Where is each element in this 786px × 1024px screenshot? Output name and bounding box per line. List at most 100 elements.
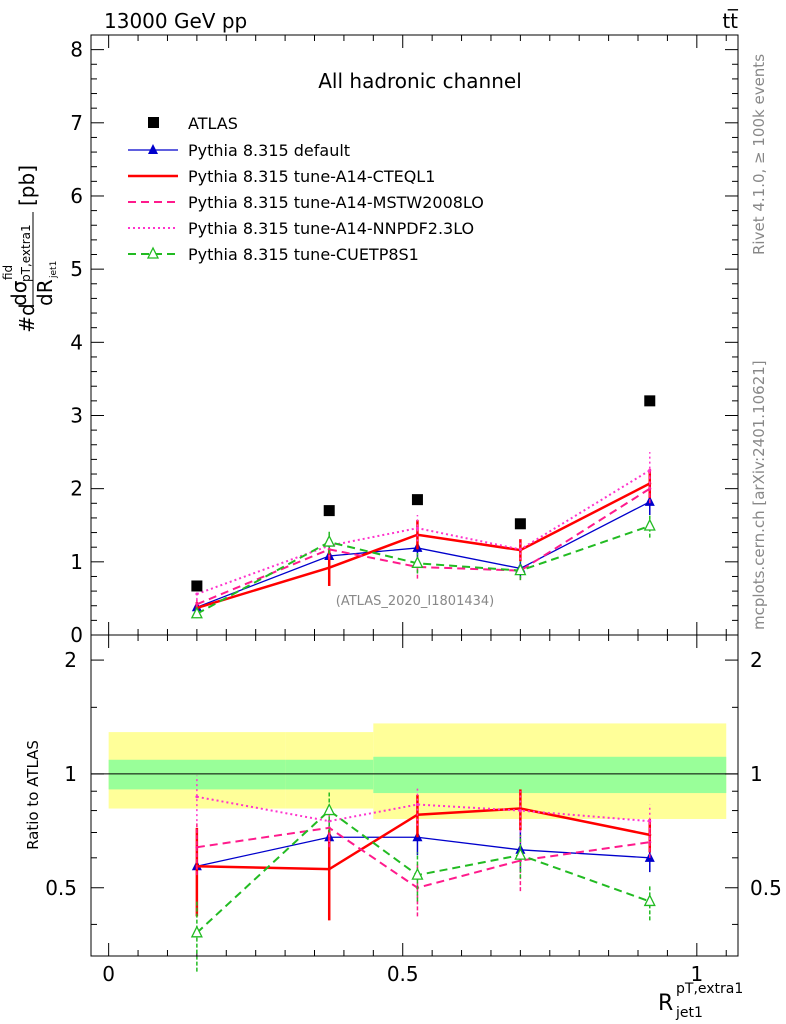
ratio-0-series [191,821,655,898]
legend-label-0: Pythia 8.315 default [188,141,350,160]
main-3-point [648,468,652,472]
main-y-tick-label: 0 [70,623,83,647]
ratio-1-point [327,867,331,871]
main-4-point [190,606,203,619]
main-4-series [190,514,656,619]
main-2-series [195,474,652,610]
atlas-data-group [191,395,656,592]
main-3-point [195,592,199,596]
ratio-x-tick-label: 0.5 [387,962,419,986]
legend-label-4: Pythia 8.315 tune-CUETP8S1 [188,245,419,264]
ratio-3-point [415,803,419,807]
main-y-axis-label: #d dσ fid pT,extra1 dR jet1 [pb] [1,165,59,333]
main-3-point [415,526,419,530]
main-y-tick-label: 1 [70,550,83,574]
legend-label-2: Pythia 8.315 tune-A14-MSTW2008LO [188,193,484,212]
ylabel-prefix: #d [15,303,39,332]
main-2-line [196,487,651,606]
ratio-3-line [196,795,650,823]
main-y-tick-label: 7 [70,111,83,135]
ratio-4-line [196,809,651,934]
ylabel-den-subscript: jet1 [49,261,59,279]
atlas-data-point [191,580,203,592]
main-y-tick-label: 5 [70,257,83,281]
legend-label-1: Pythia 8.315 tune-A14-CTEQL1 [188,167,435,186]
ratio-2-series [195,810,652,917]
xlabel-subscript: jet1 [675,1005,703,1021]
ylabel-numerator: dσ [7,280,31,306]
main-1-line [196,482,651,610]
ratio-x-axis-label: R pT,extra1 jet1 [658,981,743,1021]
legend-marker-atlas [148,117,159,128]
mcplots-label: mcplots.cern.ch [arXiv:2401.10621] [750,360,768,630]
main-4-point [411,555,424,568]
main-3-point [518,547,522,551]
main-plot-panel: 0 1 2 3 4 5 6 7 8 All hadronic channel (ATLAS_20… [1,34,739,647]
ratio-x-tick-label: 0 [102,962,115,986]
ratio-y-axis-label: Ratio to ATLAS [24,740,42,850]
ratio-2-point [648,840,652,844]
ratio-2-point [195,845,199,849]
ratio-series-group [190,775,656,972]
main-y-tick-label: 2 [70,477,83,501]
ratio-4-point [323,803,336,816]
ratio-3-point [648,819,652,823]
main-y-tick-label: 6 [70,184,83,208]
ratio-y-tick-label-right: 0.5 [750,876,782,900]
rivet-version-label: Rivet 4.1.0, ≥ 100k events [750,54,768,255]
main-plot-title: All hadronic channel [318,69,522,93]
ylabel-denominator: dR [33,279,57,306]
atlas-data-point [644,395,656,407]
legend-marker-4 [146,246,160,259]
main-axis-ticks: 0 1 2 3 4 5 6 7 8 [70,35,738,647]
main-4-point [514,563,527,576]
ratio-axis-ticks: 0.5 0.5 1 1 2 2 0 0.5 1 [45,635,782,986]
svg-text:#d: #d [15,303,39,332]
ratio-y-tick-label-right: 1 [750,762,763,786]
ylabel-subscript: pT,extra1 [19,224,33,282]
main-1-point [327,566,331,570]
ylabel-superscript: fid [1,265,15,280]
main-2-point [195,602,199,606]
ylabel-unit: [pb] [15,165,39,206]
xlabel-main: R [658,991,673,1016]
main-y-tick-label: 3 [70,403,83,427]
legend-label-atlas: ATLAS [188,114,238,133]
main-1-series [195,468,652,614]
main-y-tick-label: 4 [70,330,83,354]
ratio-2-line [196,826,650,889]
atlas-data-point [323,505,335,517]
ratio-y-tick-label-left: 0.5 [45,876,77,900]
atlas-data-point [514,518,526,530]
analysis-watermark: (ATLAS_2020_I1801434) [336,594,494,609]
xlabel-superscript: pT,extra1 [676,981,743,997]
ratio-4-point [643,893,656,907]
ratio-y-tick-label-left: 2 [64,648,77,672]
ratio-plot-frame [90,634,739,957]
legend: ATLAS Pythia 8.315 default Pythia 8.315 t… [128,114,484,264]
ratio-y-tick-label-right: 2 [750,648,763,672]
ratio-3-point [195,795,199,799]
header-process-label: 13000 GeV pp [104,9,247,33]
main-y-tick-label: 8 [70,38,83,62]
legend-marker-0 [148,144,158,154]
header-ttbar-label: tt̅ [722,8,739,33]
ratio-inner-band-2 [373,756,727,794]
atlas-data-point [411,494,423,506]
main-3-series [195,452,652,600]
main-4-point [323,534,336,547]
ratio-4-series [190,791,656,972]
ratio-x-tick-label: 1 [690,962,703,986]
ratio-plot-panel: 0.5 0.5 1 1 2 2 0 0.5 1 Ratio to ATLAS R pT,extr… [24,634,782,1021]
ratio-inner-band-1 [285,759,374,790]
ratio-3-point [518,809,522,813]
ratio-4-point [190,925,203,938]
main-series-group [190,452,656,619]
main-4-point [643,518,656,531]
ratio-4-point [411,867,424,880]
ratio-y-tick-label-left: 1 [64,762,77,786]
legend-label-3: Pythia 8.315 tune-A14-NNPDF2.3LO [188,219,474,238]
ratio-4-point [514,847,527,860]
ratio-uncertainty-bands [91,723,738,819]
